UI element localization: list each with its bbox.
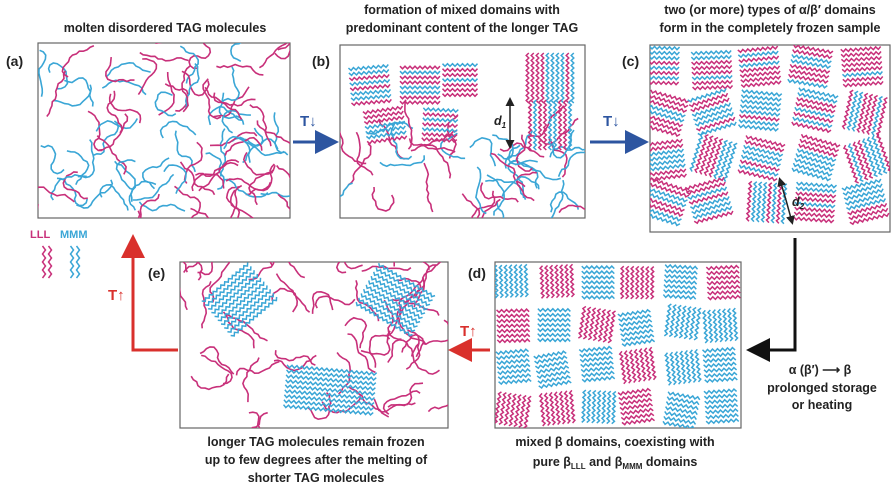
molecule <box>49 246 52 278</box>
panel-label: (a) <box>6 53 23 69</box>
panel-label: (d) <box>468 265 486 281</box>
molecule <box>4 204 38 230</box>
caption-part: pure β <box>533 455 572 469</box>
molecule <box>341 221 363 263</box>
caption: longer TAG molecules remain frozen <box>207 435 424 449</box>
caption: molten disordered TAG molecules <box>64 21 267 35</box>
caption: up to few degrees after the melting of <box>205 453 428 467</box>
arrow-label: T↓ <box>603 113 620 130</box>
caption: pure βLLL and βMMM domains <box>533 455 698 471</box>
panel-label: (b) <box>312 53 330 69</box>
caption: mixed β domains, coexisting with <box>515 435 714 449</box>
caption-part: and β <box>586 455 623 469</box>
molecule <box>71 246 74 278</box>
transition-label: or heating <box>792 398 852 412</box>
annotation-sub: 1 <box>502 121 507 130</box>
transition-label: prolonged storage <box>767 381 877 395</box>
arrow-label: T↑ <box>108 287 125 304</box>
arrow <box>133 240 178 350</box>
panel-label: (e) <box>148 265 165 281</box>
molecule <box>77 246 80 278</box>
legend-icons <box>43 246 80 278</box>
figure: (a) (b) (c) (d) (e) molten disordered TA… <box>0 0 893 489</box>
legend-label: LLL <box>30 229 50 241</box>
legend-label: MMM <box>60 229 88 241</box>
caption: predominant content of the longer TAG <box>346 21 578 35</box>
caption-sub: MMM <box>622 462 642 471</box>
arrow-label: T↑ <box>460 323 477 340</box>
arrow-label: T↓ <box>300 113 317 130</box>
panel-box <box>495 262 741 428</box>
transition-label: α (β′) ⟶ β <box>789 363 852 377</box>
caption-sub: LLL <box>571 462 586 471</box>
arrow <box>752 238 795 350</box>
caption: formation of mixed domains with <box>364 3 560 17</box>
annotation-sub: 2 <box>799 202 805 211</box>
caption-part: domains <box>642 455 697 469</box>
caption: shorter TAG molecules <box>248 471 385 485</box>
caption: two (or more) types of α/β′ domains <box>664 3 875 17</box>
caption: form in the completely frozen sample <box>660 21 881 35</box>
panel-label: (c) <box>622 53 639 69</box>
molecule <box>43 246 46 278</box>
